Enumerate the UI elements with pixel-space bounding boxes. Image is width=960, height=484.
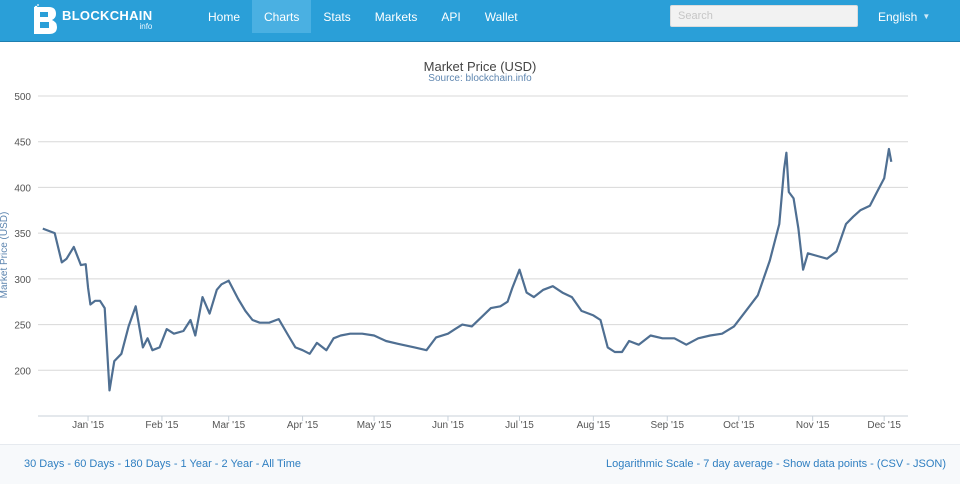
logarithmic-scale-link[interactable]: Logarithmic Scale <box>606 458 694 470</box>
range-60-days[interactable]: 60 Days <box>74 458 115 470</box>
chart-footer: 30 Days - 60 Days - 180 Days - 1 Year - … <box>0 444 960 484</box>
chevron-down-icon: ▼ <box>922 12 931 21</box>
x-tick-label: May '15 <box>357 420 392 431</box>
logo-title: BLOCKCHAIN <box>62 8 153 23</box>
y-tick-label: 200 <box>14 366 31 377</box>
nav-markets[interactable]: Markets <box>374 9 418 24</box>
x-tick-label: Jan '15 <box>72 420 104 431</box>
range-30-days[interactable]: 30 Days <box>24 458 65 470</box>
chart-title: Market Price (USD) <box>423 59 537 74</box>
blockchain-logo-icon <box>34 4 57 34</box>
main-nav: Home Charts Stats Markets API Wallet <box>196 0 530 41</box>
y-tick-label: 400 <box>14 183 31 194</box>
y-tick-label: 450 <box>14 138 31 149</box>
x-tick-label: Nov '15 <box>796 420 830 431</box>
x-tick-label: Mar '15 <box>212 420 245 431</box>
range-2-year[interactable]: 2 Year <box>221 458 253 470</box>
x-axis-ticks: Jan '15 Feb '15 Mar '15 Apr '15 May '15 Jun '… <box>72 416 901 431</box>
nav-api[interactable]: API <box>441 9 461 24</box>
range-all-time[interactable]: All Time <box>261 458 302 470</box>
logo-subtitle: info <box>139 22 153 31</box>
range-1-year[interactable]: 1 Year <box>180 458 212 470</box>
y-tick-label: 300 <box>14 275 31 286</box>
top-navbar: BLOCKCHAIN info Home Charts Stats Market… <box>0 0 960 42</box>
csv-download-link[interactable]: CSV <box>880 458 904 470</box>
x-tick-label: Jun '15 <box>432 420 464 431</box>
x-tick-label: Apr '15 <box>287 420 319 431</box>
x-tick-label: Feb '15 <box>145 420 178 431</box>
x-tick-label: Oct '15 <box>723 420 755 431</box>
language-selector[interactable]: English ▼ <box>878 0 930 33</box>
chart-options-links: Logarithmic Scale - 7 day average - Show… <box>606 458 946 470</box>
x-tick-label: Jul '15 <box>505 420 534 431</box>
market-price-chart: 200 250 300 350 400 450 500 Jan '15 Feb '15 Mar … <box>0 92 908 431</box>
json-download-link[interactable]: JSON <box>912 458 943 470</box>
y-tick-label: 250 <box>14 321 31 332</box>
chart-subtitle: Source: blockchain.info <box>428 73 532 84</box>
x-tick-label: Sep '15 <box>650 420 684 431</box>
x-tick-label: Dec '15 <box>867 420 901 431</box>
y-tick-label: 500 <box>14 92 31 103</box>
y-tick-label: 350 <box>14 229 31 240</box>
y-axis-label: Market Price (USD) <box>0 212 10 299</box>
y-axis-ticks: 200 250 300 350 400 450 500 <box>14 92 31 377</box>
blockchain-logo[interactable]: BLOCKCHAIN info <box>30 2 152 38</box>
language-label: English <box>878 9 918 24</box>
search-input[interactable] <box>670 5 858 27</box>
seven-day-average-link[interactable]: 7 day average <box>703 458 773 470</box>
nav-wallet[interactable]: Wallet <box>484 9 518 24</box>
chart-grid <box>38 95 908 371</box>
nav-charts[interactable]: Charts <box>252 0 312 33</box>
x-tick-label: Aug '15 <box>577 420 611 431</box>
nav-home[interactable]: Home <box>208 9 241 24</box>
range-180-days[interactable]: 180 Days <box>124 458 171 470</box>
series-line-market-price <box>42 147 893 392</box>
nav-stats[interactable]: Stats <box>323 9 351 24</box>
time-range-links: 30 Days - 60 Days - 180 Days - 1 Year - … <box>24 458 302 470</box>
show-data-points-link[interactable]: Show data points <box>782 458 868 470</box>
